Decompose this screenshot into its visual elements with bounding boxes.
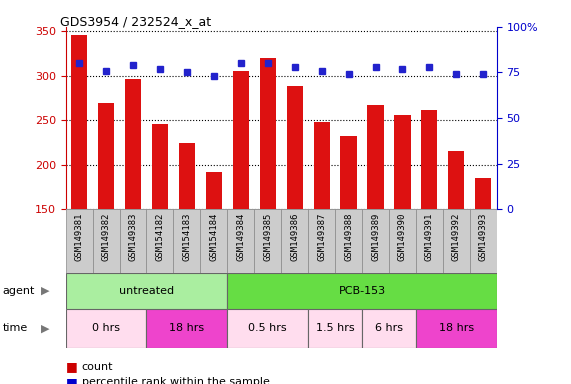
Text: 1.5 hrs: 1.5 hrs (316, 323, 355, 333)
Text: GSM149391: GSM149391 (425, 212, 434, 261)
Bar (260, 58, 276, 209)
Bar (147, 309, 227, 348)
Bar (389, 209, 416, 273)
Bar (281, 209, 308, 273)
Bar (308, 309, 362, 348)
Bar (179, 144, 195, 209)
Text: 18 hrs: 18 hrs (439, 323, 474, 333)
Text: GSM149388: GSM149388 (344, 212, 353, 261)
Text: ■: ■ (66, 376, 78, 384)
Text: GSM149392: GSM149392 (452, 212, 461, 261)
Bar (152, 124, 168, 209)
Bar (71, 35, 87, 209)
Bar (362, 209, 389, 273)
Bar (443, 209, 470, 273)
Text: GSM149383: GSM149383 (128, 212, 138, 261)
Bar (93, 209, 119, 273)
Text: GSM154184: GSM154184 (210, 212, 218, 261)
Bar (475, 178, 492, 209)
Bar (287, 86, 303, 209)
Bar (206, 172, 222, 209)
Bar (340, 136, 357, 209)
Bar (308, 209, 335, 273)
Bar (200, 209, 227, 273)
Bar (66, 273, 227, 309)
Bar (362, 309, 416, 348)
Bar (313, 122, 329, 209)
Text: count: count (82, 362, 113, 372)
Bar (421, 109, 437, 209)
Text: 6 hrs: 6 hrs (375, 323, 403, 333)
Bar (335, 209, 362, 273)
Text: time: time (3, 323, 28, 333)
Bar (66, 209, 93, 273)
Text: 0.5 hrs: 0.5 hrs (248, 323, 287, 333)
Bar (227, 309, 308, 348)
Text: GSM149381: GSM149381 (75, 212, 83, 261)
Text: agent: agent (3, 286, 35, 296)
Text: GSM149389: GSM149389 (371, 212, 380, 261)
Bar (416, 309, 497, 348)
Bar (254, 209, 281, 273)
Bar (367, 105, 384, 209)
Text: GSM149393: GSM149393 (479, 212, 488, 261)
Text: 18 hrs: 18 hrs (170, 323, 204, 333)
Text: percentile rank within the sample: percentile rank within the sample (82, 377, 270, 384)
Text: ▶: ▶ (41, 323, 50, 333)
Text: GSM149384: GSM149384 (236, 212, 246, 261)
Bar (227, 273, 497, 309)
Text: ▶: ▶ (41, 286, 50, 296)
Bar (395, 115, 411, 209)
Text: 0 hrs: 0 hrs (92, 323, 120, 333)
Text: untreated: untreated (119, 286, 174, 296)
Text: GSM149385: GSM149385 (263, 212, 272, 261)
Text: GSM154182: GSM154182 (155, 212, 164, 261)
Text: GSM149386: GSM149386 (290, 212, 299, 261)
Text: GSM149390: GSM149390 (398, 212, 407, 261)
Bar (119, 209, 147, 273)
Bar (416, 209, 443, 273)
Text: PCB-153: PCB-153 (339, 286, 385, 296)
Bar (174, 209, 200, 273)
Text: ■: ■ (66, 360, 78, 373)
Bar (98, 103, 114, 209)
Bar (66, 309, 147, 348)
Bar (470, 209, 497, 273)
Text: GSM149382: GSM149382 (102, 212, 111, 261)
Text: GSM149387: GSM149387 (317, 212, 326, 261)
Bar (448, 151, 464, 209)
Bar (233, 71, 249, 209)
Bar (125, 79, 141, 209)
Text: GSM154183: GSM154183 (182, 212, 191, 261)
Text: GDS3954 / 232524_x_at: GDS3954 / 232524_x_at (60, 15, 211, 28)
Bar (227, 209, 254, 273)
Bar (147, 209, 174, 273)
